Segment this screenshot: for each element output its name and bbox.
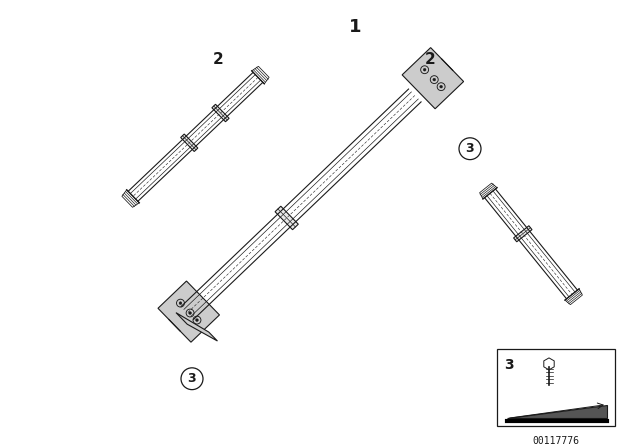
Circle shape [423,69,426,71]
Circle shape [196,319,198,322]
Polygon shape [180,134,198,151]
Text: 3: 3 [504,358,514,372]
Circle shape [181,368,203,390]
Text: 3: 3 [466,142,474,155]
Text: 1: 1 [349,18,361,36]
FancyBboxPatch shape [497,349,615,426]
Polygon shape [507,405,607,418]
Polygon shape [402,47,463,109]
Circle shape [433,78,436,81]
Polygon shape [212,104,229,122]
Polygon shape [176,313,218,341]
Text: 3: 3 [188,372,196,385]
Circle shape [189,312,191,314]
Text: 2: 2 [424,52,435,67]
Polygon shape [275,206,298,230]
Polygon shape [158,281,220,342]
Circle shape [459,138,481,159]
Text: 00117776: 00117776 [532,436,579,446]
Polygon shape [513,226,532,242]
Text: 2: 2 [212,52,223,67]
Circle shape [179,302,182,305]
Circle shape [440,85,442,88]
